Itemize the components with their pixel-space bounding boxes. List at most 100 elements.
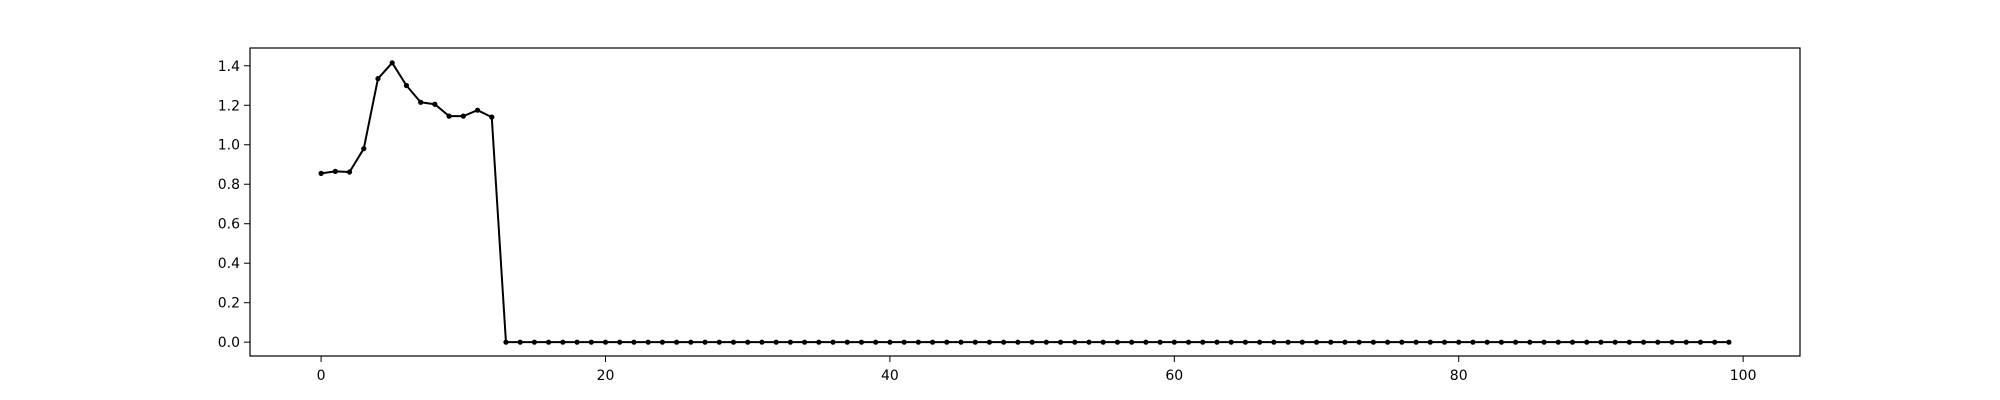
data-point xyxy=(1072,339,1078,345)
data-point xyxy=(1100,339,1106,345)
data-point xyxy=(688,339,694,345)
data-point xyxy=(1299,339,1305,345)
data-point xyxy=(1726,339,1732,345)
data-point xyxy=(631,339,637,345)
y-tick-label: 0.0 xyxy=(218,335,240,351)
data-point xyxy=(1086,339,1092,345)
y-tick-label: 0.6 xyxy=(218,217,240,233)
data-point xyxy=(1697,339,1704,345)
data-point xyxy=(1057,339,1064,345)
data-point xyxy=(1271,339,1277,345)
data-point xyxy=(418,99,424,105)
y-tick-label: 1.0 xyxy=(218,138,240,154)
x-tick-label: 100 xyxy=(1730,368,1757,384)
data-point xyxy=(944,339,950,345)
data-point xyxy=(1356,339,1362,345)
data-point xyxy=(1598,339,1604,345)
data-point xyxy=(1157,339,1163,345)
data-point xyxy=(361,146,367,152)
plot-frame xyxy=(249,47,1801,357)
data-point xyxy=(602,339,609,345)
data-point xyxy=(1001,339,1007,345)
x-tick-label: 0 xyxy=(317,368,326,384)
data-point xyxy=(1712,339,1718,345)
plot-area: 0 20 40 60 80 100 0.0 0.2 0.4 0.6 0.8 1.0 1.2 1.4 xyxy=(218,47,1801,384)
data-point xyxy=(901,339,907,345)
data-point xyxy=(1043,339,1049,345)
data-point xyxy=(1683,339,1689,345)
data-point xyxy=(460,113,466,119)
y-tick-label: 0.8 xyxy=(218,177,240,193)
data-point xyxy=(1569,339,1576,345)
data-point xyxy=(972,339,978,345)
data-point xyxy=(432,101,438,107)
data-point xyxy=(1555,339,1561,345)
data-point xyxy=(1029,339,1035,345)
x-tick-label: 40 xyxy=(881,368,899,384)
data-point xyxy=(503,339,509,345)
data-point xyxy=(1527,339,1533,345)
data-point xyxy=(1427,339,1433,345)
data-point xyxy=(617,339,623,345)
data-point xyxy=(332,168,338,174)
y-tick-label: 1.2 xyxy=(218,98,240,114)
data-point xyxy=(318,170,324,176)
data-point xyxy=(1513,339,1519,345)
data-point xyxy=(531,339,538,345)
y-tick-label: 1.4 xyxy=(218,59,240,75)
data-point xyxy=(1257,339,1263,345)
data-point xyxy=(730,339,737,345)
data-point xyxy=(816,339,822,345)
data-point xyxy=(574,339,580,345)
series-line xyxy=(320,61,1729,344)
data-point xyxy=(1498,339,1504,345)
x-tick-label: 60 xyxy=(1165,368,1183,384)
data-point xyxy=(1612,339,1618,345)
data-point xyxy=(929,339,936,345)
data-point xyxy=(873,339,879,345)
data-point xyxy=(645,339,651,345)
data-point xyxy=(702,339,708,345)
data-point xyxy=(1328,339,1334,345)
data-point xyxy=(489,114,495,120)
data-point xyxy=(1456,339,1462,345)
data-point xyxy=(1370,339,1376,345)
data-point xyxy=(1342,339,1348,345)
data-point xyxy=(1242,339,1249,345)
data-point xyxy=(1399,339,1405,345)
data-point xyxy=(588,339,594,345)
y-tick-label: 0.4 xyxy=(218,256,240,272)
data-point xyxy=(801,339,808,345)
data-point xyxy=(1669,339,1675,345)
data-point xyxy=(745,339,751,345)
data-point xyxy=(1385,339,1391,345)
data-point xyxy=(1313,339,1320,345)
x-tick-label: 20 xyxy=(597,368,615,384)
data-point xyxy=(773,339,779,345)
data-point xyxy=(1143,339,1149,345)
data-point xyxy=(1114,339,1121,345)
data-point xyxy=(1470,339,1476,345)
data-point xyxy=(887,339,893,345)
data-point xyxy=(716,339,722,345)
data-point xyxy=(1626,339,1632,345)
data-point xyxy=(1129,339,1135,345)
data-point xyxy=(517,339,523,345)
data-point xyxy=(787,339,793,345)
data-point xyxy=(830,339,836,345)
data-point xyxy=(1584,339,1590,345)
data-point xyxy=(1285,339,1291,345)
data-point xyxy=(659,339,665,345)
data-point xyxy=(389,60,395,66)
data-point xyxy=(446,113,452,119)
data-point xyxy=(915,339,921,345)
data-point xyxy=(674,339,680,345)
data-point xyxy=(1171,339,1177,345)
data-point xyxy=(474,107,481,113)
data-point xyxy=(858,339,865,345)
data-point xyxy=(1640,339,1647,345)
data-point xyxy=(1655,339,1661,345)
data-point xyxy=(759,339,765,345)
